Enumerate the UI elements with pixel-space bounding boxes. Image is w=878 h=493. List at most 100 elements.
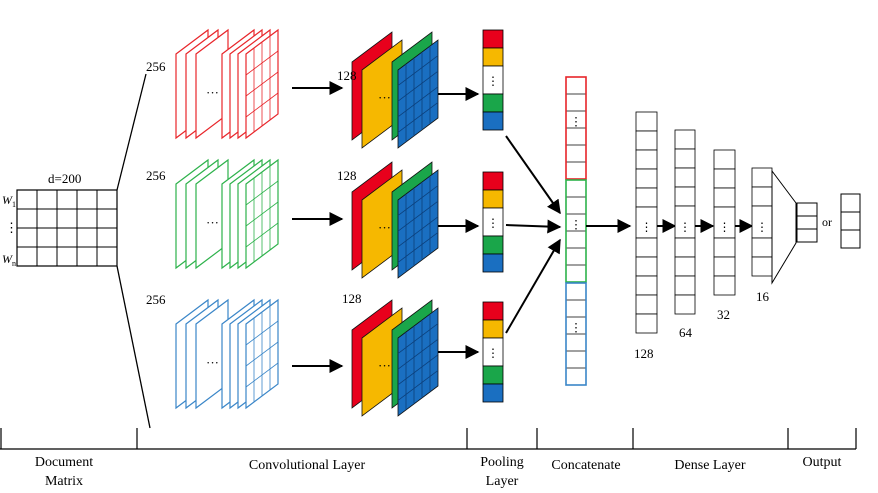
- matrix-grid: [16, 189, 118, 267]
- pool-cell: [482, 319, 504, 339]
- section-axis: [0, 428, 857, 450]
- filter-grid-line: [245, 92, 279, 118]
- dense-cell: [674, 294, 696, 315]
- dense-size-16: 16: [756, 289, 770, 304]
- matrix-row-label-dots: ⋮: [5, 220, 18, 235]
- filter-count-3: 256: [146, 292, 166, 307]
- dense-layer-128: ⋮: [635, 111, 658, 334]
- pooling-vectors: ⋮ ⋮ ⋮: [482, 29, 504, 403]
- pool-cell: [482, 235, 504, 255]
- dense-ellipsis: ⋮: [756, 220, 768, 234]
- map-blue-sheet: [397, 307, 439, 417]
- dense-cell: [751, 237, 773, 258]
- document-matrix: d=200 W1 ⋮ Wn: [2, 171, 118, 268]
- feature-map-stack-3: ···: [351, 299, 439, 417]
- output-or-label: or: [822, 215, 832, 229]
- concat-segment-1: ⋮: [565, 76, 587, 180]
- dense-cell: [674, 129, 696, 150]
- map-grid-line: [397, 70, 439, 102]
- pool-cell: [482, 111, 504, 131]
- filter-grid-line: [245, 341, 279, 367]
- concatenate-vector: ⋮ ⋮ ⋮: [565, 76, 587, 386]
- fan-lines: [116, 73, 151, 429]
- dense-cell: [713, 168, 736, 189]
- dense-cell: [635, 313, 658, 334]
- dense-cell: [713, 149, 736, 170]
- dense-ellipsis: ⋮: [679, 220, 691, 234]
- dense-cell: [713, 237, 736, 258]
- map-grid-line: [397, 102, 439, 133]
- output-block: [771, 169, 861, 285]
- pool-ellipsis: ⋮: [487, 346, 499, 360]
- pool-cell: [482, 189, 504, 209]
- map-grid-line: [397, 354, 439, 386]
- section-dense: Dense Layer: [674, 458, 745, 473]
- map-grid-line: [397, 323, 439, 354]
- dense-size-128: 128: [634, 346, 654, 361]
- dense-cell: [635, 168, 658, 189]
- concat-ellipsis: ⋮: [570, 321, 582, 335]
- map-grid-line: [397, 185, 439, 216]
- map-grid-line: [397, 86, 439, 118]
- filter-stack-blue: ···: [175, 298, 279, 410]
- map-grid-line: [397, 55, 439, 86]
- section-pooling-2: Layer: [486, 474, 519, 489]
- concat-ellipsis: ⋮: [570, 115, 582, 129]
- concat-segment-border: [565, 282, 587, 386]
- filter-count-1: 256: [146, 59, 166, 74]
- map-blue-sheet: [397, 39, 439, 149]
- matrix-row-label-wn: Wn: [2, 252, 16, 268]
- filter-stack-red: ···: [175, 28, 279, 140]
- dense-cell: [751, 256, 773, 277]
- map-count-2: 128: [337, 168, 357, 183]
- feature-map-stacks: ··· ··· ···: [351, 31, 439, 417]
- section-document-matrix-1: Document: [35, 455, 93, 470]
- dense-ellipsis: ⋮: [719, 220, 731, 234]
- dense-cell: [635, 187, 658, 208]
- map-blue-sheet: [397, 169, 439, 279]
- dense-cell: [635, 111, 658, 132]
- conv-filter-stacks: ··· ··· ···: [175, 28, 279, 410]
- filter-grid-line: [245, 222, 279, 248]
- dense-size-64: 64: [679, 325, 693, 340]
- dense-cell: [635, 237, 658, 258]
- map-count-1: 128: [337, 68, 357, 83]
- pool-ellipsis: ⋮: [487, 216, 499, 230]
- pool-vector-3: ⋮: [482, 301, 504, 403]
- pool-cell: [482, 253, 504, 273]
- concat-segment-2: ⋮: [565, 179, 587, 283]
- map-ellipsis: ···: [378, 90, 391, 105]
- map-ellipsis: ···: [378, 220, 391, 235]
- map-grid-line: [397, 200, 439, 232]
- feature-map-stack-2: ···: [351, 161, 439, 279]
- dense-cell: [635, 149, 658, 170]
- dense-cell: [713, 275, 736, 296]
- filter-grid-line: [245, 362, 279, 388]
- feature-map-stack-1: ···: [351, 31, 439, 149]
- pool-cell: [482, 29, 504, 49]
- matrix-dim-label: d=200: [48, 171, 81, 186]
- map-grid-line: [397, 338, 439, 370]
- section-document-matrix-2: Matrix: [45, 474, 83, 489]
- section-output: Output: [803, 455, 842, 470]
- concat-ellipsis: ⋮: [570, 218, 582, 232]
- dense-cell: [635, 294, 658, 315]
- dense-layers: ⋮ ⋮ ⋮ ⋮: [635, 111, 773, 334]
- section-convolutional: Convolutional Layer: [249, 458, 366, 473]
- dense-cell: [674, 256, 696, 277]
- pool-ellipsis: ⋮: [487, 74, 499, 88]
- dense-cell: [751, 167, 773, 188]
- filter-stack-green: ···: [175, 158, 279, 270]
- dense-cell: [635, 275, 658, 296]
- section-pooling-1: Pooling: [480, 455, 524, 470]
- conv-arrows: [292, 81, 344, 373]
- dense-layer-32: ⋮: [713, 149, 736, 296]
- dense-cell: [674, 148, 696, 169]
- dense-cell: [674, 186, 696, 207]
- concat-segment-border: [565, 76, 587, 180]
- pool-vector-2: ⋮: [482, 171, 504, 273]
- dense-size-32: 32: [717, 307, 730, 322]
- dense-cell: [713, 187, 736, 208]
- pool-arrows: [438, 87, 480, 359]
